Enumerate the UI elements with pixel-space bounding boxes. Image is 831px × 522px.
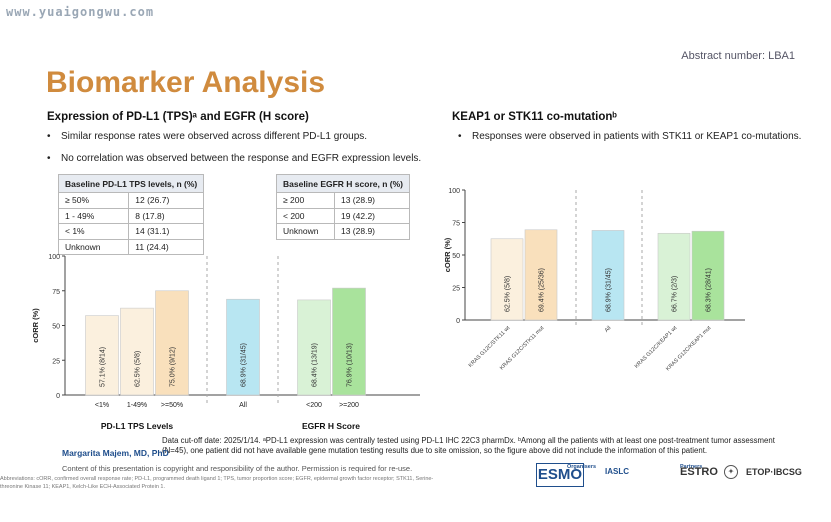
y-tick-label: 25 bbox=[52, 358, 60, 365]
bar bbox=[226, 298, 260, 396]
bar-value-label: 62.5% (5/8) bbox=[135, 351, 142, 387]
y-tick-label: 0 bbox=[456, 318, 460, 325]
chart-pdl1-egfr: 0 25 50 75 100 cORR (%) 57.1% (8/14) <1% 62.5% (… bbox=[31, 254, 420, 431]
mercedes-star-icon: ✦ bbox=[724, 465, 738, 479]
category-label: <200 bbox=[306, 402, 322, 409]
bar bbox=[332, 287, 366, 396]
category-label: <1% bbox=[95, 402, 109, 409]
partners-label: Partners bbox=[680, 464, 703, 470]
bar-value-label: 68.9% (31/45) bbox=[606, 268, 613, 312]
bar bbox=[657, 232, 691, 321]
etop-ibcsg-logo: ETOP·IBCSG bbox=[746, 467, 802, 477]
table-cell: Unknown bbox=[57, 238, 130, 255]
category-label: All bbox=[604, 325, 613, 334]
bar bbox=[297, 299, 331, 396]
esmo-logo: ESMO bbox=[536, 463, 584, 487]
category-label: All bbox=[239, 402, 247, 409]
category-label: >=50% bbox=[161, 402, 183, 409]
y-tick-label: 75 bbox=[452, 221, 460, 228]
table-cell: 13 (28.9) bbox=[333, 223, 410, 240]
group-label-egfr: EGFR H Score bbox=[302, 421, 360, 431]
category-label: 1-49% bbox=[127, 402, 147, 409]
egfr-table: Baseline EGFR H score, n (%) ≥ 200 13 (28… bbox=[276, 174, 410, 240]
bar-value-label: 69.4% (25/36) bbox=[539, 268, 546, 312]
data-cutoff-note: Data cut-off date: 2025/1/14. ᵃPD-L1 exp… bbox=[162, 436, 775, 455]
abstract-number: Abstract number: LBA1 bbox=[681, 50, 795, 62]
estro-logo: ESTRO bbox=[680, 466, 718, 478]
bar bbox=[591, 230, 625, 321]
bar-value-label: 75.0% (9/12) bbox=[170, 347, 177, 387]
y-tick-label: 50 bbox=[52, 324, 60, 331]
right-heading: KEAP1 or STK11 co-mutationᵇ bbox=[452, 111, 617, 123]
table-cell: 11 (24.4) bbox=[128, 238, 205, 255]
y-tick-label: 100 bbox=[48, 254, 60, 261]
pdl1-table-header: Baseline PD-L1 TPS levels, n (%) bbox=[57, 174, 205, 193]
egfr-table-header: Baseline EGFR H score, n (%) bbox=[276, 174, 410, 193]
abbreviations-note: Abbreviations: cORR, confirmed overall r… bbox=[0, 476, 434, 490]
y-tick-label: 100 bbox=[448, 188, 460, 195]
y-tick-label: 50 bbox=[452, 253, 460, 260]
y-axis-label: cORR (%) bbox=[443, 237, 452, 272]
page-title: Biomarker Analysis bbox=[46, 66, 326, 99]
left-bullet-1: • Similar response rates were observed ac… bbox=[47, 131, 368, 142]
table-cell: Unknown bbox=[276, 223, 335, 240]
bar-value-label: 68.3% (28/41) bbox=[706, 268, 713, 312]
pdl1-table: Baseline PD-L1 TPS levels, n (%) ≥ 50% 12… bbox=[57, 174, 205, 255]
organisers-label: Organisers bbox=[567, 464, 597, 470]
copyright-note: Content of this presentation is copyrigh… bbox=[62, 464, 413, 473]
y-axis-label: cORR (%) bbox=[31, 308, 40, 343]
y-tick-label: 75 bbox=[52, 289, 60, 296]
iaslc-logo: IASLC bbox=[605, 467, 629, 476]
left-heading: Expression of PD-L1 (TPS)ᵃ and EGFR (H s… bbox=[47, 111, 309, 123]
category-label: >=200 bbox=[339, 402, 359, 409]
bar bbox=[155, 290, 189, 396]
bar bbox=[490, 238, 524, 321]
author-name: Margarita Majem, MD, PhD bbox=[62, 448, 169, 458]
bar-value-label: 68.9% (31/45) bbox=[241, 343, 248, 387]
left-bullet-2: • No correlation was observed between the… bbox=[47, 153, 422, 164]
bar bbox=[691, 230, 725, 321]
bar-value-label: 66.7% (2/3) bbox=[672, 276, 679, 312]
bar-value-label: 57.1% (8/14) bbox=[100, 347, 107, 387]
bar-value-label: 76.9% (10/13) bbox=[347, 343, 354, 387]
y-tick-label: 0 bbox=[56, 393, 60, 400]
y-tick-label: 25 bbox=[452, 286, 460, 293]
bar bbox=[524, 229, 558, 321]
bar-value-label: 62.5% (5/8) bbox=[505, 276, 512, 312]
bar-value-label: 68.4% (13/19) bbox=[312, 343, 319, 387]
bar bbox=[85, 315, 119, 396]
group-label-pdl1: PD-L1 TPS Levels bbox=[101, 421, 174, 431]
bar bbox=[120, 307, 154, 396]
right-bullet-1: • Responses were observed in patients wit… bbox=[458, 131, 802, 142]
watermark: www.yuaigongwu.com bbox=[6, 5, 155, 19]
